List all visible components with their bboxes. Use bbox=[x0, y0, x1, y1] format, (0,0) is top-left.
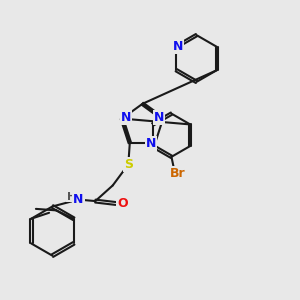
Text: S: S bbox=[124, 158, 133, 171]
Text: N: N bbox=[121, 111, 131, 124]
Text: Br: Br bbox=[170, 167, 186, 180]
Text: N: N bbox=[146, 137, 156, 150]
Text: O: O bbox=[117, 197, 128, 210]
Text: N: N bbox=[154, 111, 164, 124]
Text: N: N bbox=[73, 193, 84, 206]
Text: N: N bbox=[172, 40, 183, 53]
Text: H: H bbox=[67, 192, 76, 202]
